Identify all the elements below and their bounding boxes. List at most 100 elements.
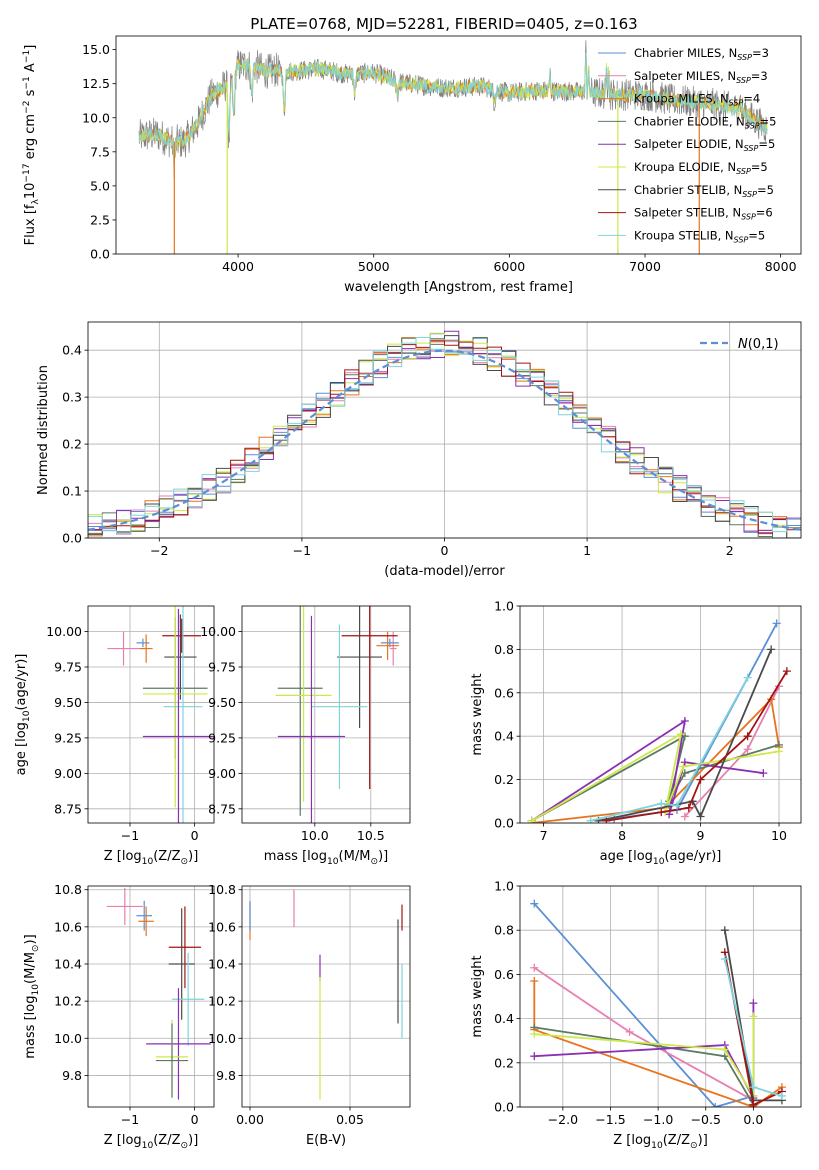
x-tick-label: 8000: [765, 259, 797, 274]
weight-marker: [782, 667, 791, 676]
x-tick-label: 1: [583, 543, 591, 558]
weight-series-line: [614, 622, 778, 820]
legend-suffix: =6: [756, 206, 773, 220]
label-segment: mass [log: [264, 849, 327, 864]
label-segment: N: [738, 337, 748, 352]
y-tick-label: 10.0: [82, 110, 110, 125]
x-tick-label: 10.0: [301, 828, 329, 843]
plots-layer: 4000 5000 6000 7000 80000.02.55.07.510.012.5…: [14, 35, 802, 1151]
legend-subscript: SSP: [729, 99, 744, 108]
weight-series-line: [590, 677, 749, 822]
y-tick-label: 0.6: [494, 685, 514, 700]
y-tick-label: 0.3: [62, 390, 82, 405]
weight-marker: [720, 954, 729, 963]
legend-subscript: SSP: [745, 121, 760, 130]
label-segment: )]: [188, 849, 198, 864]
y-tick-label: 10.4: [208, 957, 236, 972]
legend-suffix: =3: [751, 69, 768, 83]
y-tick-label: 7.5: [90, 144, 110, 159]
legend-label: Kroupa MILES, NSSP=4: [634, 92, 760, 108]
weight-marker: [772, 619, 781, 628]
weight-series-line: [533, 981, 783, 1107]
axes-frame: [87, 605, 215, 824]
legend-subscript: SSP: [734, 235, 749, 244]
x-tick-label: 4000: [222, 259, 254, 274]
x-tick-label: 10: [771, 828, 787, 843]
label-segment: (M/M: [339, 849, 371, 864]
spectrum-plot-area: [138, 40, 768, 254]
y-tick-label: 0.0: [494, 816, 514, 831]
y-tick-label: 0.4: [494, 729, 514, 744]
legend-subscript: SSP: [742, 190, 757, 199]
x-tick-label: 0.0: [743, 1112, 763, 1127]
weight-marker: [676, 730, 685, 739]
legend-label: N(0,1): [738, 337, 779, 352]
label-segment: ]: [23, 45, 38, 50]
y-tick-label: 0.6: [494, 967, 514, 982]
y-axis-label: mass weight: [470, 955, 485, 1037]
y-tick-label: 15.0: [82, 42, 110, 57]
mass_vs_ebv-plot-area: [249, 889, 403, 1100]
label-segment: )]: [698, 1133, 708, 1148]
label-segment: Flux [f: [23, 204, 38, 245]
x-tick-label: −1.5: [595, 1112, 625, 1127]
label-segment: 10: [142, 1141, 154, 1151]
legend-label: Chabrier MILES, NSSP=3: [634, 46, 769, 62]
weight-series-line: [598, 649, 773, 822]
label-segment: −1: [22, 50, 32, 63]
y-tick-label: 1.0: [494, 599, 514, 614]
weight-marker: [711, 1103, 720, 1107]
label-segment: s: [23, 89, 38, 100]
y-tick-label: 10.6: [54, 919, 82, 934]
weight-marker: [684, 803, 693, 812]
label-segment: )]: [23, 934, 38, 944]
label-segment: 10: [22, 710, 32, 722]
weight_vs_z-plot-area: [530, 899, 786, 1107]
x-tick-label: 10.5: [357, 828, 385, 843]
x-axis-label: Z [log10(Z/Z⊙)]: [613, 1133, 708, 1151]
weight-marker: [657, 799, 666, 808]
weight-marker: [527, 816, 536, 823]
weight-marker: [743, 745, 752, 754]
residuals-axes: −2 −1 0 1 2 0.0 0.1 0.2 0.3 0.4 (data-model)/error…: [36, 321, 802, 579]
weight-marker: [720, 1045, 729, 1054]
y-tick-label: 9.00: [54, 766, 82, 781]
legend-subscript: SSP: [736, 167, 751, 176]
y-tick-label: 10.6: [208, 919, 236, 934]
label-segment: erg cm: [23, 114, 38, 163]
weight-marker: [530, 1052, 539, 1061]
age_vs_mass-axes: 10.0 10.5 8.75 9.00 9.25 9.50 9.75 10.00 mass [l…: [200, 605, 411, 867]
label-segment: E(B-V): [306, 1133, 346, 1148]
legend-text: Salpeter ELODIE, N: [634, 137, 744, 151]
spectrum-legend: Chabrier MILES, NSSP=3 Salpeter MILES, N S…: [598, 46, 776, 244]
label-segment: age [log: [600, 849, 653, 864]
x-tick-label: 0: [191, 828, 199, 843]
label-segment: 10: [653, 857, 665, 867]
y-tick-label: 9.25: [208, 730, 236, 745]
label-segment: ⊙: [181, 1141, 189, 1151]
weight-marker: [749, 1083, 758, 1092]
legend-text: Kroupa MILES, N: [634, 92, 729, 106]
y-tick-label: 10.2: [208, 994, 236, 1009]
legend-text: Salpeter MILES, N: [634, 69, 736, 83]
weight-marker: [720, 926, 729, 935]
y-tick-label: 0.1: [62, 484, 82, 499]
y-tick-label: 9.50: [54, 695, 82, 710]
weight-series-line: [533, 903, 754, 1107]
label-segment: 10: [31, 984, 41, 996]
y-tick-label: 10.0: [208, 1031, 236, 1046]
figure-title: PLATE=0768, MJD=52281, FIBERID=0405, z=0…: [250, 15, 637, 33]
legend-suffix: =5: [760, 114, 777, 128]
y-tick-label: 10.00: [46, 624, 82, 639]
y-tick-label: 9.50: [208, 695, 236, 710]
y-axis-label: age [log10(age/yr)]: [14, 654, 32, 776]
label-segment: Z [log: [104, 1133, 142, 1148]
weight-series-line: [531, 732, 780, 822]
axes-frame: [241, 605, 411, 824]
x-tick-label: 2: [726, 543, 734, 558]
mass_vs_z-plot-area: [106, 887, 211, 1100]
weight-marker: [625, 1027, 634, 1036]
label-segment: (0,1): [748, 337, 779, 352]
y-tick-label: 0.2: [494, 1055, 514, 1070]
